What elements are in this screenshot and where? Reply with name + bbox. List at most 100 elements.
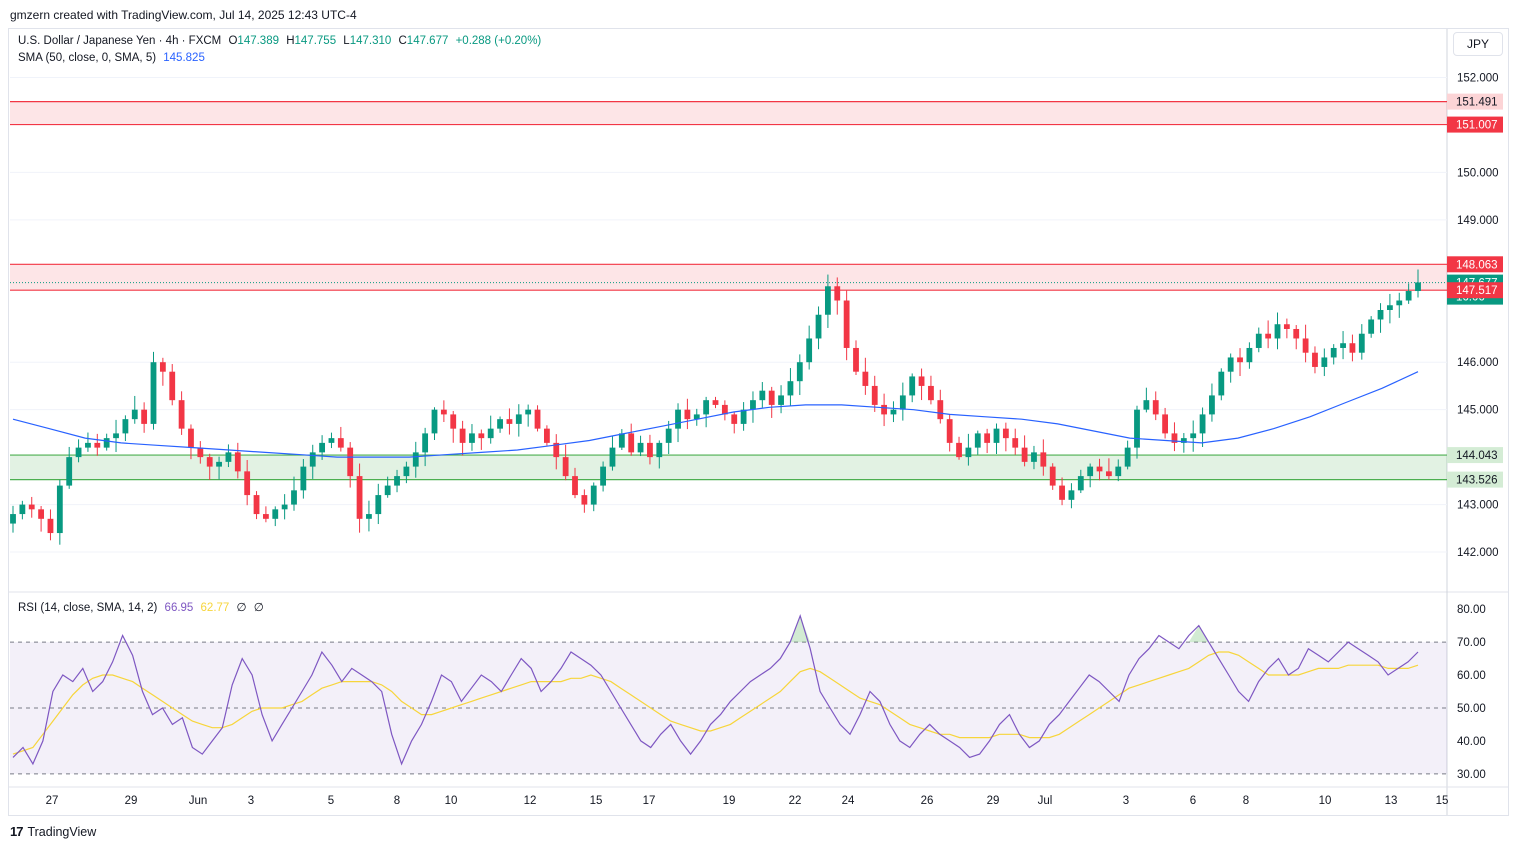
time-tick-label: 10 [1319,795,1332,807]
candle-body [1143,400,1150,410]
legend-symbol[interactable]: U.S. Dollar / Japanese Yen · 4h · FXCM [18,35,222,47]
rsi-tick-label: 80.00 [1457,604,1486,616]
candle-body [440,409,447,415]
candle-body [778,395,784,405]
price-tick-label: 146.000 [1457,357,1499,369]
legend-change: +0.288 (+0.20%) [455,35,542,47]
candle-body [253,495,260,515]
candle-body [169,371,176,401]
candle-body [581,495,588,505]
candle-body [197,447,204,458]
candle-body [862,371,869,386]
candle-body [1237,357,1243,363]
candle-body [375,495,382,515]
time-tick-label: 8 [1243,795,1249,807]
time-tick-label: 6 [1190,795,1196,807]
price-tag-value: 147.517 [1456,285,1498,297]
candle-body [1115,466,1122,477]
sma-label: SMA (50, close, 0, SMA, 5) [18,52,157,64]
time-tick-label: 3 [248,795,254,807]
rsi-tick-label: 50.00 [1457,703,1486,715]
candle-body [337,438,344,448]
rsi-overbought-fill [1188,625,1209,643]
candle-body [403,466,410,477]
rsi-tick-label: 30.00 [1457,769,1486,781]
time-tick-label: 29 [125,795,138,807]
sma-legend[interactable]: SMA (50, close, 0, SMA, 5) 145.825 [18,52,209,64]
price-legend: U.S. Dollar / Japanese Yen · 4h · FXCM O… [18,35,545,47]
candle-body [506,419,513,424]
candle-body [478,433,485,439]
tradingview-logo-icon: 17 [10,824,24,839]
candle-body [787,381,794,396]
candle-body [150,362,157,424]
candle-body [122,419,129,434]
candle-body [1265,333,1272,339]
candle-body [731,414,738,424]
price-tick-label: 150.000 [1457,167,1499,179]
time-tick-label: 10 [445,795,458,807]
candle-body [328,438,335,443]
time-tick-label: 22 [789,795,802,807]
rsi-legend[interactable]: RSI (14, close, SMA, 14, 2) 66.95 62.77 … [18,600,268,614]
legend-low-label: L [343,35,350,47]
candle-body [609,447,616,467]
candle-body [497,419,503,429]
candle-body [1209,395,1215,415]
candle-body [1134,409,1140,448]
time-tick-label: 29 [987,795,1000,807]
rsi-tick-label: 60.00 [1457,670,1486,682]
legend-open-label: O [228,35,238,47]
candle-body [319,442,326,453]
currency-selector[interactable]: JPY [1453,32,1503,56]
candle-body [1283,324,1290,329]
candle-body [394,476,400,486]
candle-body [459,428,466,443]
time-tick-label: 13 [1385,795,1398,807]
sma-line [12,371,1419,458]
time-tick-label: 15 [1436,795,1449,807]
time-tick-label: Jun [189,795,208,807]
candle-body [684,409,691,420]
candle-body [1255,333,1262,348]
candle-body [553,442,560,458]
candle-body [366,514,372,519]
rsi-ma-value: 62.77 [200,602,230,614]
candle-body [1358,333,1365,353]
candle-body [843,300,850,348]
candle-body [1021,447,1028,462]
rsi-tick-label: 70.00 [1457,637,1486,649]
candle-body [937,400,944,420]
time-tick-label: 8 [394,795,400,807]
chart-credit: gmzern created with TradingView.com, Jul… [10,8,357,22]
rsi-label: RSI (14, close, SMA, 14, 2) [18,602,158,614]
candle-body [188,428,194,448]
candle-body [1152,400,1159,415]
candle-body [628,433,635,453]
candle-body [1068,490,1075,500]
price-tick-label: 145.000 [1457,405,1499,417]
candle-body [272,509,279,519]
candle-body [806,338,813,363]
candle-body [1124,447,1131,467]
candle-body [38,509,45,519]
candle-body [815,314,822,339]
price-tick-label: 149.000 [1457,215,1499,227]
candle-body [759,390,766,401]
candle-body [768,390,775,405]
candle-body [300,466,307,491]
candle-body [113,433,119,439]
candle-body [637,442,644,453]
candle-body [675,409,681,429]
candle-body [1077,476,1084,491]
chart-frame[interactable] [8,28,1509,816]
candle-body [656,442,663,458]
candle-body [956,442,962,458]
candle-body [356,476,363,519]
candle-body [750,400,756,410]
rsi-ma-line [12,651,1419,755]
legend-close: 147.677 [406,35,449,47]
price-tag-value: 151.491 [1456,97,1498,109]
candle-body [1059,485,1065,500]
